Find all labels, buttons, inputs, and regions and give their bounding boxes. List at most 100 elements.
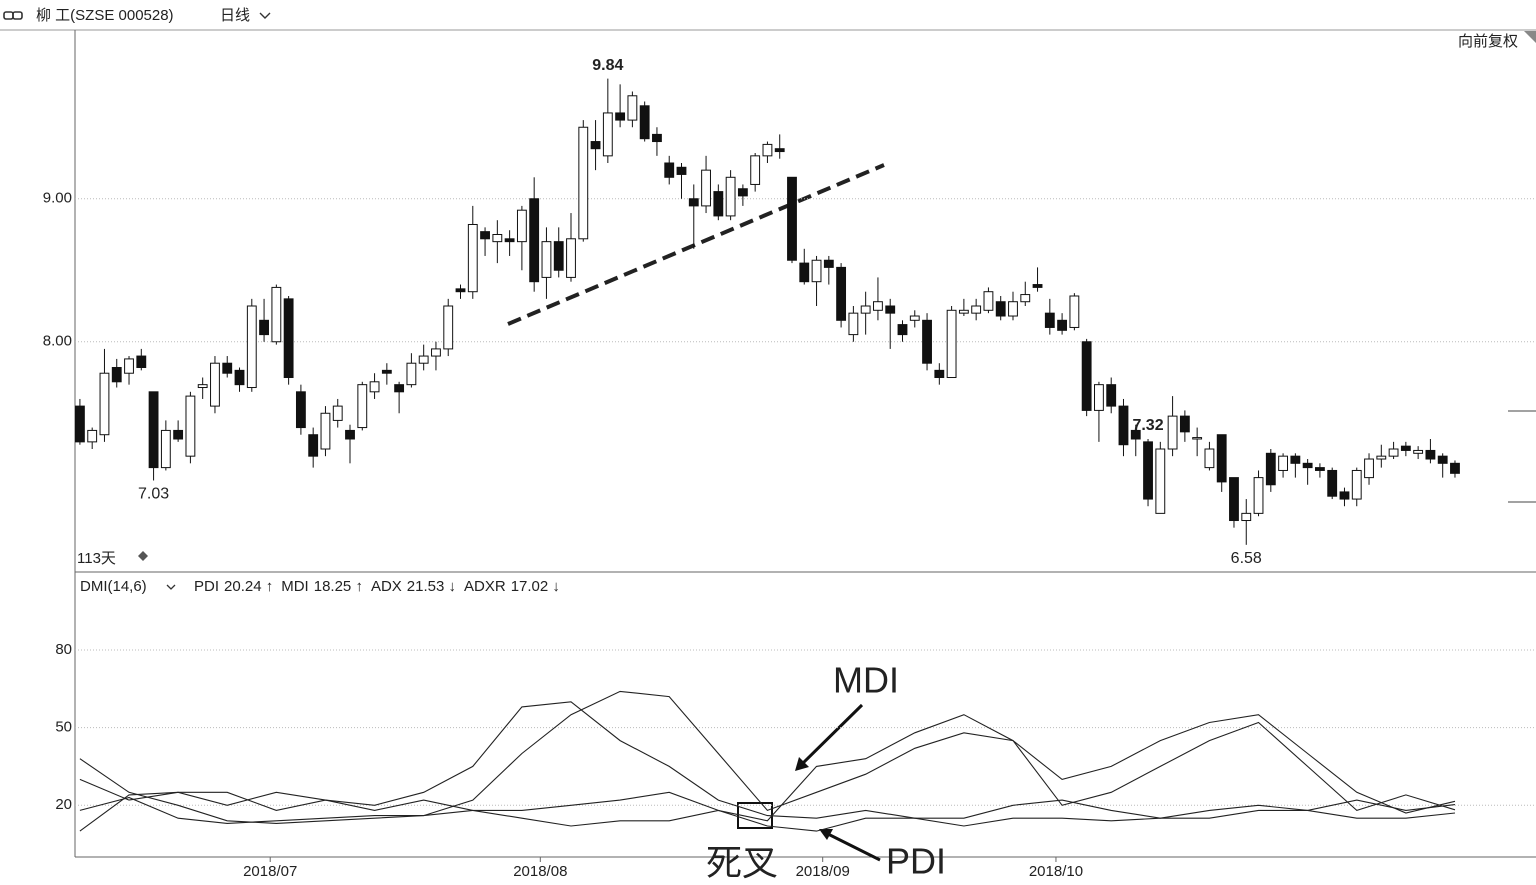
candle-body (811, 259, 822, 283)
candle (652, 127, 662, 156)
candle-body (995, 301, 1006, 317)
candle (958, 298, 969, 317)
candle (1192, 427, 1203, 457)
candle (418, 344, 429, 371)
diamond (138, 551, 148, 561)
candle-body (1081, 341, 1092, 411)
candle (836, 263, 847, 328)
candle (799, 248, 810, 285)
candle-body (431, 348, 441, 357)
candle-body (799, 262, 810, 283)
candle-body (1057, 319, 1068, 331)
period[interactable]: 日线 (220, 7, 250, 24)
candle-body (504, 238, 515, 243)
candle-body (1450, 462, 1460, 474)
candle (774, 134, 785, 159)
candle (1069, 293, 1080, 331)
candle (136, 348, 147, 371)
indicator-title[interactable]: DMI(14,6) (80, 578, 147, 595)
candle-body (1155, 448, 1166, 514)
candle (1118, 398, 1129, 457)
candle-body (1302, 462, 1313, 469)
candle (615, 84, 626, 128)
days-label: 113天 (77, 550, 116, 567)
candle (541, 227, 552, 299)
legend-readout: 21.53 ↓ (407, 578, 456, 595)
candle (480, 227, 490, 256)
candle (688, 184, 699, 249)
candle-body (885, 305, 896, 314)
candle (1376, 444, 1387, 468)
candle-body (136, 355, 147, 368)
candle-body (1020, 294, 1031, 303)
candle (1327, 467, 1338, 500)
candle-body (1179, 415, 1190, 433)
candle (1400, 441, 1411, 457)
candle-body (1094, 384, 1104, 411)
y-tick-label: 80 (55, 641, 72, 658)
candle-body (873, 301, 883, 311)
candle (627, 91, 638, 128)
candle (1216, 434, 1227, 492)
x-tick-label: 2018/07 (243, 863, 297, 880)
candle (664, 155, 675, 185)
adjust-mode[interactable]: 向前复权 (1458, 32, 1518, 50)
candle (455, 284, 466, 299)
candle (1265, 449, 1276, 492)
candle (271, 284, 282, 345)
symbol[interactable]: 柳 工(SZSE 000528) (36, 7, 174, 24)
candle (1450, 460, 1460, 478)
candle-body (823, 259, 834, 268)
candle-body (1290, 455, 1301, 464)
candle (639, 101, 650, 142)
candle (823, 255, 834, 285)
candle (295, 384, 306, 435)
candle (737, 184, 748, 206)
candle-body (295, 391, 306, 429)
period-chevron[interactable] (259, 12, 271, 19)
candle-body (1216, 434, 1227, 483)
candle (1339, 487, 1350, 507)
candle-body (627, 95, 638, 121)
candle (259, 298, 269, 342)
candle (1204, 441, 1215, 471)
candle (1130, 424, 1141, 457)
candle-body (1241, 512, 1252, 522)
candle (283, 295, 294, 385)
candle (1155, 441, 1166, 514)
candle-body (787, 176, 797, 261)
candle-body (210, 362, 220, 407)
candle (713, 184, 724, 221)
candle-body (246, 305, 257, 389)
candle (320, 406, 331, 457)
mdi-arrowhead (795, 757, 809, 771)
candle-body (1314, 467, 1325, 471)
candle (1302, 459, 1313, 485)
indicator-chevron[interactable] (166, 584, 176, 590)
candle (1020, 281, 1031, 307)
candle-body (762, 143, 773, 157)
candle (1143, 439, 1153, 507)
candle-body (148, 391, 159, 469)
low-label: 7.03 (138, 486, 169, 503)
candle (357, 381, 368, 431)
candle-body (713, 191, 724, 217)
y-tick-label: 20 (55, 796, 72, 813)
candle-body (983, 291, 994, 311)
legend-readout: 18.25 ↑ (314, 578, 363, 595)
candle (1314, 463, 1325, 478)
candle (946, 306, 957, 379)
candle-body (87, 429, 98, 443)
candle-body (160, 429, 171, 469)
candle (897, 320, 908, 342)
high-label: 9.84 (592, 57, 623, 74)
candle-body (1413, 449, 1424, 454)
candle (873, 277, 883, 321)
candle-body (308, 434, 319, 457)
candle (381, 363, 392, 385)
candle (394, 381, 405, 414)
candle (1351, 467, 1362, 507)
legend-readout: 17.02 ↓ (511, 578, 560, 595)
candle-body (74, 405, 85, 443)
candle (1278, 453, 1289, 478)
